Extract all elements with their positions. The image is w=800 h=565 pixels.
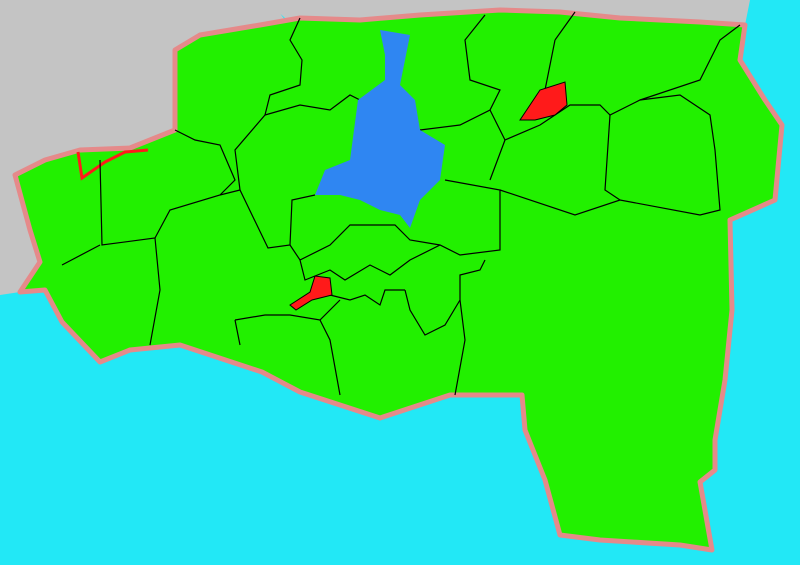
red-border-segment	[76, 148, 149, 181]
highlight-region-central[interactable]	[289, 275, 333, 311]
lake	[315, 30, 445, 228]
district-boundaries	[61, 11, 741, 396]
highlight-region-north[interactable]	[519, 81, 568, 121]
main-territory[interactable]	[12, 7, 785, 553]
outside-land	[0, 0, 750, 295]
